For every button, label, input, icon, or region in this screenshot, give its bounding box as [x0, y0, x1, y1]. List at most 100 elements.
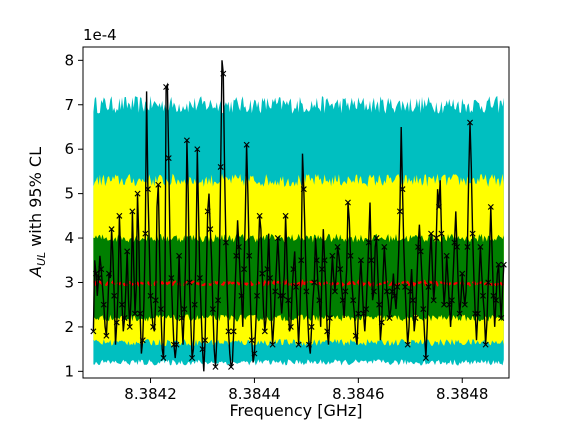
observed-marker	[235, 243, 242, 250]
observed-marker	[430, 297, 437, 304]
observed-marker	[264, 266, 271, 273]
observed-marker	[170, 341, 177, 348]
observed-marker	[254, 292, 261, 299]
observed-marker	[324, 328, 331, 335]
y-axis-title-sub: UL	[35, 252, 48, 266]
observed-marker	[277, 292, 284, 299]
observed-marker	[360, 310, 367, 317]
observed-marker	[464, 243, 471, 250]
observed-marker	[183, 137, 190, 144]
x-tick-label: 8.3844	[228, 385, 281, 403]
observed-marker	[402, 283, 409, 290]
observed-marker	[108, 226, 115, 233]
observed-marker	[248, 337, 255, 344]
observed-marker	[329, 252, 336, 259]
observed-marker	[280, 292, 287, 299]
offset-text: 1e-4	[83, 26, 117, 44]
observed-marker	[285, 297, 292, 304]
observed-marker	[355, 310, 362, 317]
observed-marker	[443, 252, 450, 259]
observed-marker	[137, 310, 144, 317]
observed-marker	[241, 266, 248, 273]
observed-marker	[342, 288, 349, 295]
observed-marker	[428, 230, 435, 237]
observed-marker	[163, 83, 170, 90]
observed-marker	[472, 310, 479, 317]
observed-marker	[222, 239, 229, 246]
observed-marker	[425, 283, 432, 290]
y-axis-title-main: A	[26, 266, 45, 278]
observed-marker	[493, 297, 500, 304]
observed-marker	[474, 310, 481, 317]
observed-marker	[212, 363, 219, 370]
observed-marker	[287, 323, 294, 330]
observed-marker	[261, 328, 268, 335]
observed-marker	[225, 328, 232, 335]
observed-marker	[376, 301, 383, 308]
observed-marker	[274, 235, 281, 242]
observed-marker	[220, 70, 227, 77]
observed-marker	[90, 328, 97, 335]
observed-marker	[199, 346, 206, 353]
observed-marker	[417, 248, 424, 255]
observed-marker	[381, 243, 388, 250]
observed-marker	[396, 208, 403, 215]
observed-marker	[407, 288, 414, 295]
observed-marker	[389, 288, 396, 295]
y-tick-label: 1	[64, 362, 74, 380]
observed-marker	[477, 243, 484, 250]
observed-marker	[438, 230, 445, 237]
observed-marker	[100, 301, 107, 308]
observed-marker	[318, 266, 325, 273]
observed-marker	[339, 297, 346, 304]
observed-marker	[370, 288, 377, 295]
observed-marker	[420, 306, 427, 313]
observed-marker	[433, 235, 440, 242]
observed-marker	[256, 212, 263, 219]
observed-marker	[116, 212, 123, 219]
observed-marker	[209, 306, 216, 313]
observed-marker	[155, 181, 162, 188]
x-tick-label: 8.3848	[436, 385, 489, 403]
x-tick-label: 8.3846	[332, 385, 385, 403]
observed-marker	[446, 301, 453, 308]
observed-marker	[334, 243, 341, 250]
observed-marker	[142, 230, 149, 237]
observed-marker	[305, 341, 312, 348]
y-tick-label: 6	[64, 140, 74, 158]
observed-marker	[121, 315, 128, 322]
x-axis-title: Frequency [GHz]	[229, 401, 362, 420]
observed-marker	[394, 283, 401, 290]
observed-marker	[176, 252, 183, 259]
observed-marker	[111, 292, 118, 299]
x-tick-label: 8.3842	[124, 385, 177, 403]
observed-marker	[331, 288, 338, 295]
observed-marker	[293, 283, 299, 290]
observed-marker	[230, 328, 237, 335]
observed-marker	[168, 275, 175, 282]
observed-marker	[269, 341, 276, 348]
observed-marker	[113, 319, 120, 326]
x-axis: 8.3842 8.3844 8.3846 8.3848	[124, 378, 488, 403]
observed-marker	[191, 301, 198, 308]
observed-marker	[363, 306, 370, 313]
observed-marker	[157, 306, 164, 313]
observed-marker	[144, 186, 151, 193]
y-tick-label: 5	[64, 185, 74, 203]
observed-marker	[386, 315, 393, 322]
observed-marker	[316, 297, 323, 304]
observed-marker	[451, 239, 458, 246]
observed-marker	[495, 261, 502, 268]
observed-marker	[105, 270, 112, 277]
observed-marker	[368, 257, 375, 264]
observed-marker	[500, 261, 507, 268]
observed-marker	[251, 350, 258, 357]
observed-marker	[415, 243, 422, 250]
observed-marker	[459, 270, 466, 277]
observed-marker	[131, 310, 138, 317]
observed-marker	[454, 243, 461, 250]
plot-area	[82, 46, 510, 379]
observed-marker	[134, 190, 141, 197]
observed-marker	[233, 252, 240, 259]
